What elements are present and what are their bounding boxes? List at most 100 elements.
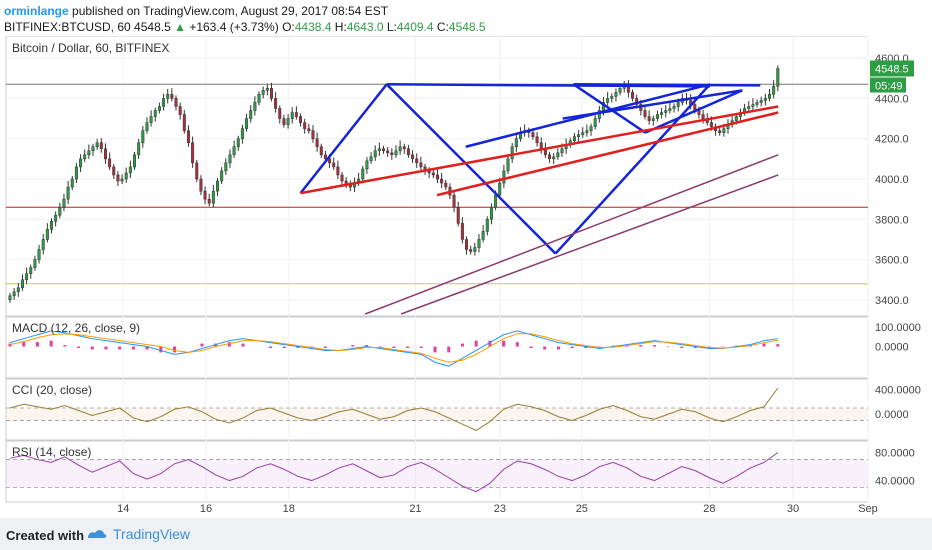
candle-body: [668, 108, 672, 111]
candle-body: [560, 148, 564, 154]
candle-body: [489, 206, 493, 220]
candle-body: [369, 156, 373, 162]
candle-body: [249, 110, 253, 119]
candle-body: [597, 110, 601, 119]
candle-body: [548, 154, 552, 160]
candle-body: [415, 158, 419, 164]
candle-body: [20, 279, 24, 289]
candle-body: [108, 158, 112, 168]
candle-body: [593, 118, 597, 127]
candle-body: [54, 215, 58, 222]
candle-body: [664, 110, 668, 113]
candle-body: [50, 221, 54, 230]
candle-body: [606, 98, 610, 103]
y-tick-label: 4400.0: [875, 93, 909, 105]
candle-body: [257, 94, 261, 103]
x-tick-label: 16: [200, 503, 212, 515]
candle-body: [191, 142, 195, 164]
candle-body: [323, 154, 327, 160]
candle-body: [299, 116, 303, 123]
candle-body: [643, 110, 647, 117]
candle-body: [103, 148, 107, 160]
last-price-label: 4548.5: [875, 63, 909, 75]
purple-pattern-line: [400, 174, 779, 315]
tradingview-brand[interactable]: TradingView: [86, 526, 190, 542]
candle-body: [477, 239, 481, 248]
signal-line: [9, 333, 778, 363]
candle-body: [506, 158, 510, 172]
x-tick-label: 23: [494, 503, 506, 515]
candle-body: [386, 150, 390, 154]
x-tick-label: 25: [576, 503, 588, 515]
candle-body: [552, 156, 556, 160]
candle-body: [29, 267, 33, 274]
candle-body: [767, 94, 772, 99]
y-tick-label: 3600.0: [875, 255, 909, 267]
created-with-text: Created with: [6, 528, 85, 543]
candle-body: [734, 116, 738, 121]
candle-body: [41, 239, 45, 250]
candle-body: [166, 94, 170, 99]
countdown-label: 05:49: [875, 80, 903, 92]
candle-body: [128, 166, 132, 174]
blue-pattern-line: [573, 83, 761, 87]
candle-body: [382, 148, 386, 152]
blue-pattern-line: [644, 89, 743, 134]
candle-body: [228, 154, 232, 164]
candle-body: [37, 249, 41, 260]
candle-body: [556, 152, 560, 158]
tradingview-logo-icon: [88, 530, 107, 538]
candle-body: [759, 100, 763, 103]
candle-body: [74, 166, 78, 180]
candle-body: [610, 96, 614, 99]
open-value: 4438.4: [294, 20, 332, 34]
candle-body: [697, 110, 701, 115]
panel-cci: [5, 378, 869, 441]
candle-body: [332, 162, 336, 168]
candle-body: [722, 128, 726, 133]
candle-body: [149, 116, 153, 123]
candle-body: [618, 88, 622, 93]
publish-line: orminlange published on TradingView.com,…: [4, 4, 388, 18]
candle-body: [33, 259, 37, 268]
candle-body: [510, 146, 514, 160]
candle-body: [199, 178, 203, 192]
x-tick-label: 14: [117, 503, 129, 515]
candle-body: [216, 180, 220, 192]
candle-body: [419, 162, 423, 168]
open-label: O:: [282, 20, 295, 34]
candle-body: [435, 174, 439, 180]
candle-body: [145, 122, 149, 131]
candle-body: [747, 106, 751, 109]
candle-body: [531, 132, 535, 137]
candle-body: [577, 134, 581, 137]
close-label: C:: [436, 20, 449, 34]
candle-body: [99, 142, 103, 150]
candle-body: [502, 170, 506, 184]
candle-body: [294, 112, 298, 117]
x-tick-label: 18: [283, 503, 295, 515]
candle-body: [186, 130, 190, 143]
candle-body: [207, 198, 211, 204]
candle-body: [12, 291, 16, 297]
candle-body: [278, 108, 282, 119]
indicator-band: [6, 459, 868, 488]
red-pattern-line: [436, 111, 779, 197]
candle-body: [340, 174, 344, 182]
symbol-line: BITFINEX:BTCUSD, 60 4548.5 ▲ +163.4 (+3.…: [4, 20, 486, 34]
candle-body: [87, 150, 91, 156]
candle-body: [336, 166, 340, 176]
candle-body: [585, 130, 589, 133]
candle-body: [303, 122, 307, 129]
candle-body: [170, 94, 174, 99]
candle-body: [377, 148, 381, 152]
author-link[interactable]: orminlange: [4, 4, 69, 18]
candle-body: [465, 239, 469, 250]
red-pattern-line: [300, 105, 779, 195]
chart-canvas[interactable]: 14 16 18 21 23 25 28 30 Sep 4600.0 4400.0 4200.0 400…: [0, 36, 932, 518]
candle-body: [427, 170, 431, 174]
indicator-band: [6, 408, 868, 421]
candle-body: [514, 138, 518, 148]
last-price-badge: [870, 60, 914, 77]
candle-body: [456, 206, 460, 224]
